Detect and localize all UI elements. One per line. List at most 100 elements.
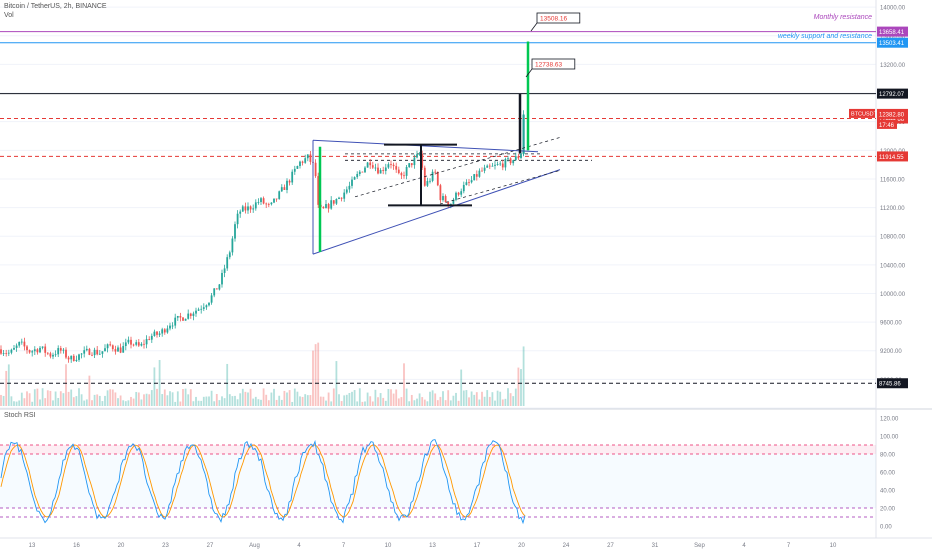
candle-body xyxy=(501,163,504,168)
candle-body xyxy=(470,180,473,183)
candle-body xyxy=(161,329,164,334)
candle-body xyxy=(481,170,483,172)
candle-body xyxy=(57,348,60,355)
time-tick-label: 13 xyxy=(29,543,36,549)
candle-body xyxy=(317,176,320,205)
volume-bar xyxy=(33,389,36,406)
volume-bar xyxy=(434,393,437,406)
volume-bar xyxy=(28,393,31,406)
volume-bar xyxy=(72,397,75,406)
candle-body xyxy=(228,252,231,258)
candle-body xyxy=(439,185,442,201)
candle-body xyxy=(252,208,255,210)
candle-body xyxy=(88,348,91,355)
volume-bar xyxy=(421,397,424,406)
stoch-tick-label: 80.00 xyxy=(880,453,896,459)
candle-body xyxy=(117,347,119,352)
candle-body xyxy=(475,174,478,177)
candles xyxy=(0,110,525,363)
candle-body xyxy=(408,163,411,168)
volume-bar xyxy=(7,364,10,406)
volume-bar xyxy=(442,391,444,406)
candle-body xyxy=(410,163,413,166)
volume-bar xyxy=(49,390,52,406)
volume-bar xyxy=(366,392,369,406)
volume-bar xyxy=(275,399,278,406)
volume-bar xyxy=(67,391,70,406)
volume-bar xyxy=(252,398,255,406)
volume-bar xyxy=(280,399,283,406)
volume-bar xyxy=(150,390,153,406)
volume-bar xyxy=(111,389,114,406)
candle-body xyxy=(304,158,307,163)
candle-body xyxy=(465,182,468,185)
volume-bar xyxy=(98,395,101,406)
price-marker-box xyxy=(877,37,908,48)
candle-body xyxy=(80,353,83,355)
candle-body xyxy=(72,355,75,362)
volume-bar xyxy=(301,396,304,406)
volume-bar xyxy=(200,400,203,406)
volume-bar xyxy=(288,390,291,406)
candle-body xyxy=(135,342,138,345)
monthly-resistance-label: Monthly resistance xyxy=(814,14,872,21)
candle-body xyxy=(23,341,26,347)
candle-body xyxy=(442,196,444,201)
candle-body xyxy=(327,204,330,209)
volume-bar xyxy=(130,396,132,406)
candle-body xyxy=(504,158,507,168)
volume-bar xyxy=(26,391,28,406)
price-marker-box xyxy=(877,378,908,389)
volume-bar xyxy=(423,399,426,406)
volume-bar xyxy=(57,397,60,406)
price-marker-box xyxy=(877,151,908,162)
volume-bar xyxy=(340,401,343,406)
volume-bar xyxy=(239,393,242,406)
candle-body xyxy=(36,349,39,353)
volume-bar xyxy=(223,398,226,406)
candle-body xyxy=(114,349,117,352)
candle-body xyxy=(59,348,62,351)
volume-bar xyxy=(80,394,83,406)
candle-body xyxy=(483,167,486,171)
candle-body xyxy=(213,288,216,296)
candle-body xyxy=(455,192,457,200)
candle-body xyxy=(169,325,171,329)
weekly-support-label: weekly support and resistance xyxy=(778,33,872,40)
price-tick-label: 11200.00 xyxy=(880,206,905,212)
volume-bar xyxy=(475,392,478,406)
time-tick-label: 4 xyxy=(742,543,746,549)
candle-body xyxy=(254,202,257,209)
candle-body xyxy=(332,200,335,204)
candle-body xyxy=(509,158,512,164)
volume-bar xyxy=(52,400,54,406)
candle-body xyxy=(104,348,106,352)
candle-body xyxy=(184,318,187,321)
volume-bar xyxy=(299,396,301,406)
candle-body xyxy=(392,164,395,167)
volume-bar xyxy=(377,397,379,406)
candle-body xyxy=(197,309,200,311)
volume-bar xyxy=(494,400,496,406)
candle-body xyxy=(5,353,8,354)
candle-body xyxy=(267,204,270,205)
volume-bar xyxy=(418,393,421,406)
volume-bar xyxy=(379,393,382,406)
volume-bar xyxy=(304,394,307,406)
volume-bar xyxy=(244,391,247,406)
volume-bar xyxy=(5,370,8,406)
volume-bar xyxy=(166,395,169,406)
candle-body xyxy=(44,346,47,353)
volume-bar xyxy=(41,388,44,406)
candle-body xyxy=(124,342,127,347)
volume-bar xyxy=(429,391,431,406)
candle-body xyxy=(265,203,268,205)
volume-bar xyxy=(491,392,494,406)
candle-body xyxy=(270,202,273,205)
target-callout-2-text: 12738.63 xyxy=(535,62,562,69)
candle-body xyxy=(150,335,153,340)
volume-bar xyxy=(140,399,143,406)
time-tick-label: Aug xyxy=(249,543,260,549)
